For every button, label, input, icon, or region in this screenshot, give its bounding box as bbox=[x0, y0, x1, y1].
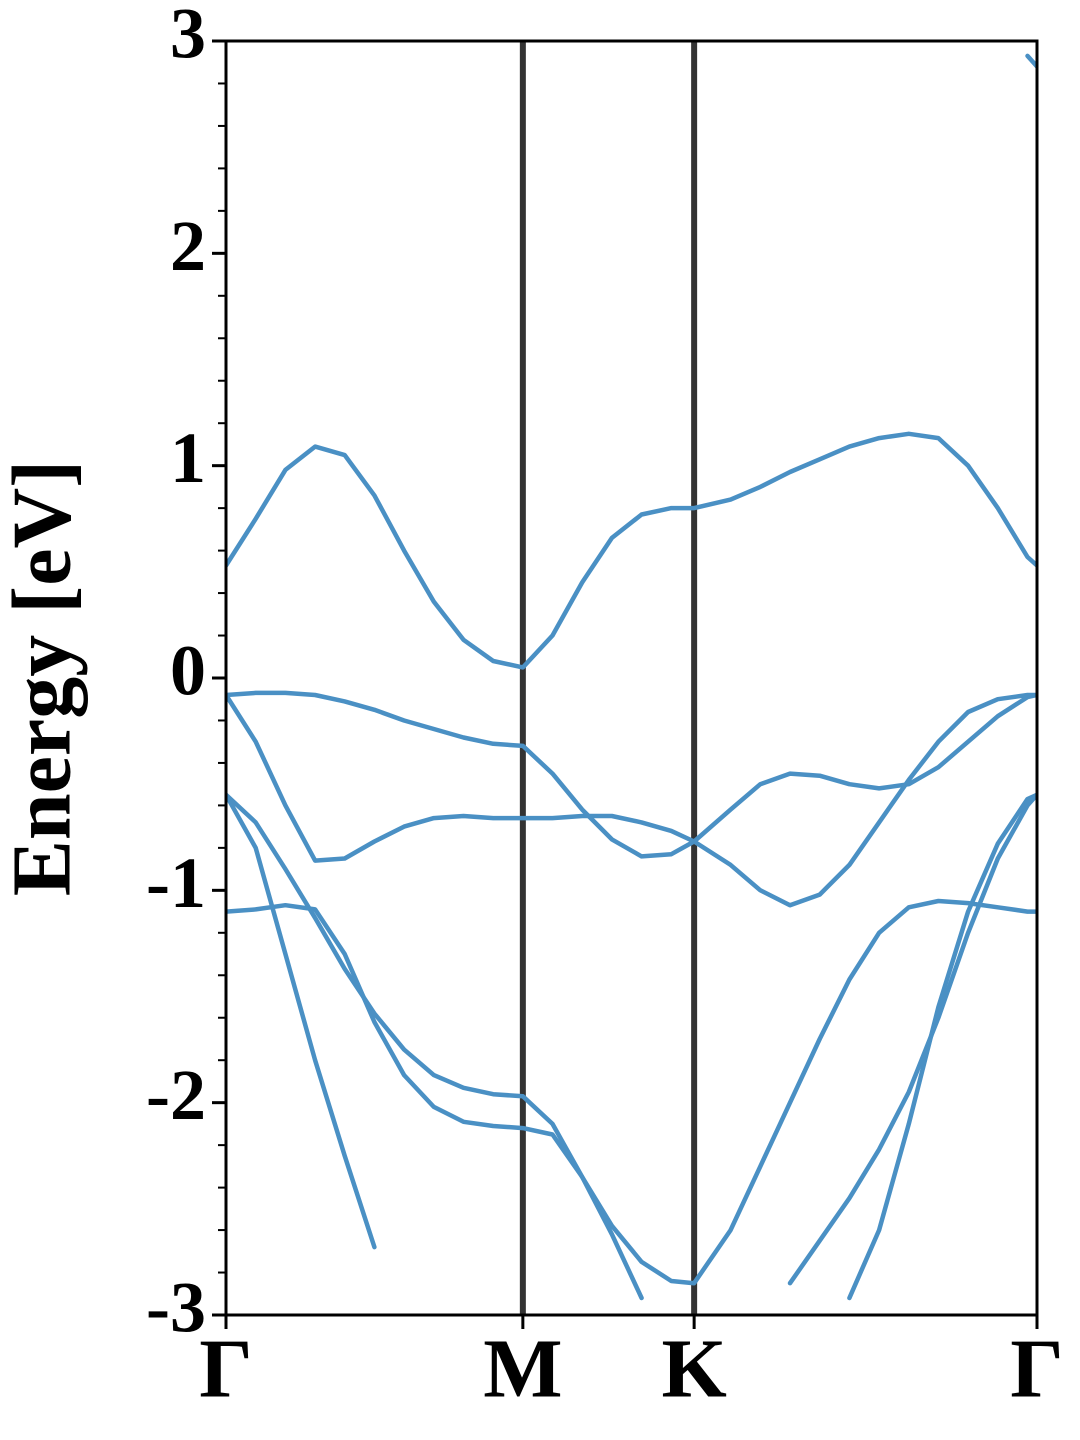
x-tick-label: K bbox=[661, 1322, 726, 1415]
y-tick-label: -3 bbox=[146, 1268, 206, 1348]
y-tick-label: 3 bbox=[170, 0, 206, 74]
x-tick-label: Γ bbox=[199, 1322, 252, 1415]
y-tick-label: 2 bbox=[170, 206, 206, 286]
x-tick-label: M bbox=[483, 1322, 562, 1415]
band-line bbox=[787, 792, 1037, 1286]
band-line bbox=[847, 792, 1037, 1301]
band-line bbox=[1025, 53, 1037, 69]
y-tick-label: 0 bbox=[170, 631, 206, 711]
plot-frame bbox=[224, 39, 1039, 1317]
band-line bbox=[226, 692, 1037, 908]
band-line bbox=[226, 902, 644, 1301]
y-tick-label: -2 bbox=[146, 1055, 206, 1135]
x-tick-label: Γ bbox=[1010, 1322, 1063, 1415]
y-tick-label: 1 bbox=[170, 418, 206, 498]
plot-area bbox=[226, 53, 1037, 1301]
y-tick-label: -1 bbox=[146, 843, 206, 923]
y-axis-label: Energy [eV] bbox=[0, 460, 88, 896]
band-line bbox=[226, 431, 1037, 670]
band-line bbox=[226, 792, 377, 1250]
band-line bbox=[226, 690, 1037, 859]
band-line bbox=[226, 792, 1037, 1286]
